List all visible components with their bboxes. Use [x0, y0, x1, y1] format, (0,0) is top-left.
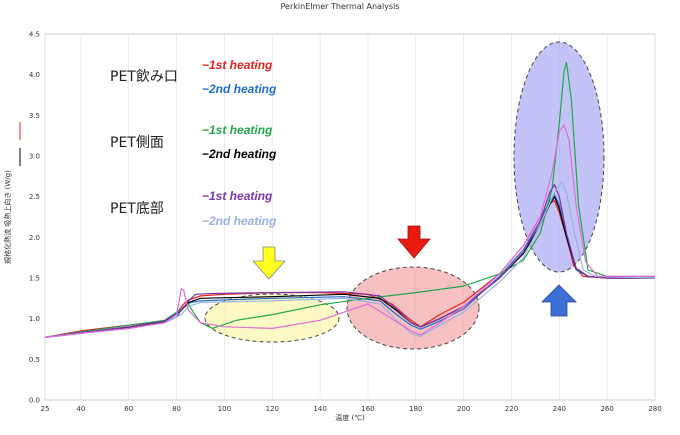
series-line-6 [44, 124, 655, 338]
x-tick-label: 280 [648, 405, 661, 413]
x-tick-label: 220 [505, 405, 518, 413]
yellow-arrow-icon [252, 246, 286, 280]
x-tick-label: 240 [553, 405, 566, 413]
legend-group-label-2: PET底部 [110, 201, 164, 217]
chart-title: PerkinElmer Thermal Analysis [281, 2, 400, 11]
x-tick-label: 120 [266, 405, 279, 413]
y-tick-label: 4.5 [29, 31, 40, 39]
y-tick-label: 0.0 [29, 397, 40, 405]
series-line-5 [44, 181, 656, 338]
red-arrow-icon [397, 225, 431, 259]
blue-arrow-icon [541, 284, 577, 317]
legend-group-label-0: PET飲み口 [110, 69, 178, 85]
highlight-ellipse-red [346, 266, 480, 350]
y-tick-label: 3.5 [29, 112, 40, 120]
x-tick-label: 200 [457, 405, 470, 413]
y-axis-label: 規格化熱流 吸熱上向き (W/g) [3, 170, 12, 264]
y-tick-label: 0.5 [29, 356, 40, 364]
y-tick-labels: 0.0 0.5 1.0 1.5 2.0 2.5 3.0 3.5 4.0 4.5 [29, 31, 40, 405]
series-layer [44, 61, 656, 338]
x-tick-label: 160 [361, 405, 374, 413]
legend-entry-1-1: −2nd heating [202, 147, 277, 161]
legend-entry-1-0: −1st heating [202, 123, 273, 137]
legend-group-label-1: PET側面 [110, 135, 164, 151]
x-tick-label: 25 [41, 405, 50, 413]
x-axis-label: 温度 (℃) [335, 413, 365, 422]
y-tick-label: 1.0 [29, 315, 40, 323]
y-tick-label: 4.0 [29, 71, 40, 79]
x-tick-label: 40 [76, 405, 85, 413]
highlight-ellipse-yellow [204, 293, 340, 343]
x-tick-label: 80 [172, 405, 181, 413]
y-tick-label: 2.5 [29, 193, 40, 201]
x-tick-labels: 25 40 60 80 100 120 140 160 180 200 220 240 260 280 [41, 405, 662, 413]
x-tick-label: 60 [124, 405, 133, 413]
y-tick-label: 1.5 [29, 275, 40, 283]
x-tick-label: 100 [218, 405, 231, 413]
x-tick-label: 180 [409, 405, 422, 413]
legend-entry-2-1: −2nd heating [202, 214, 277, 228]
y-tick-label: 3.0 [29, 153, 40, 161]
y-tick-label: 2.0 [29, 234, 40, 242]
legend-entry-0-0: −1st heating [202, 58, 273, 72]
legend-entry-0-1: −2nd heating [202, 82, 277, 96]
x-tick-label: 260 [600, 405, 613, 413]
highlight-ellipse-blue [513, 41, 605, 273]
legend-entry-2-0: −1st heating [202, 189, 273, 203]
series-line-4 [44, 183, 655, 338]
x-tick-label: 140 [313, 405, 326, 413]
